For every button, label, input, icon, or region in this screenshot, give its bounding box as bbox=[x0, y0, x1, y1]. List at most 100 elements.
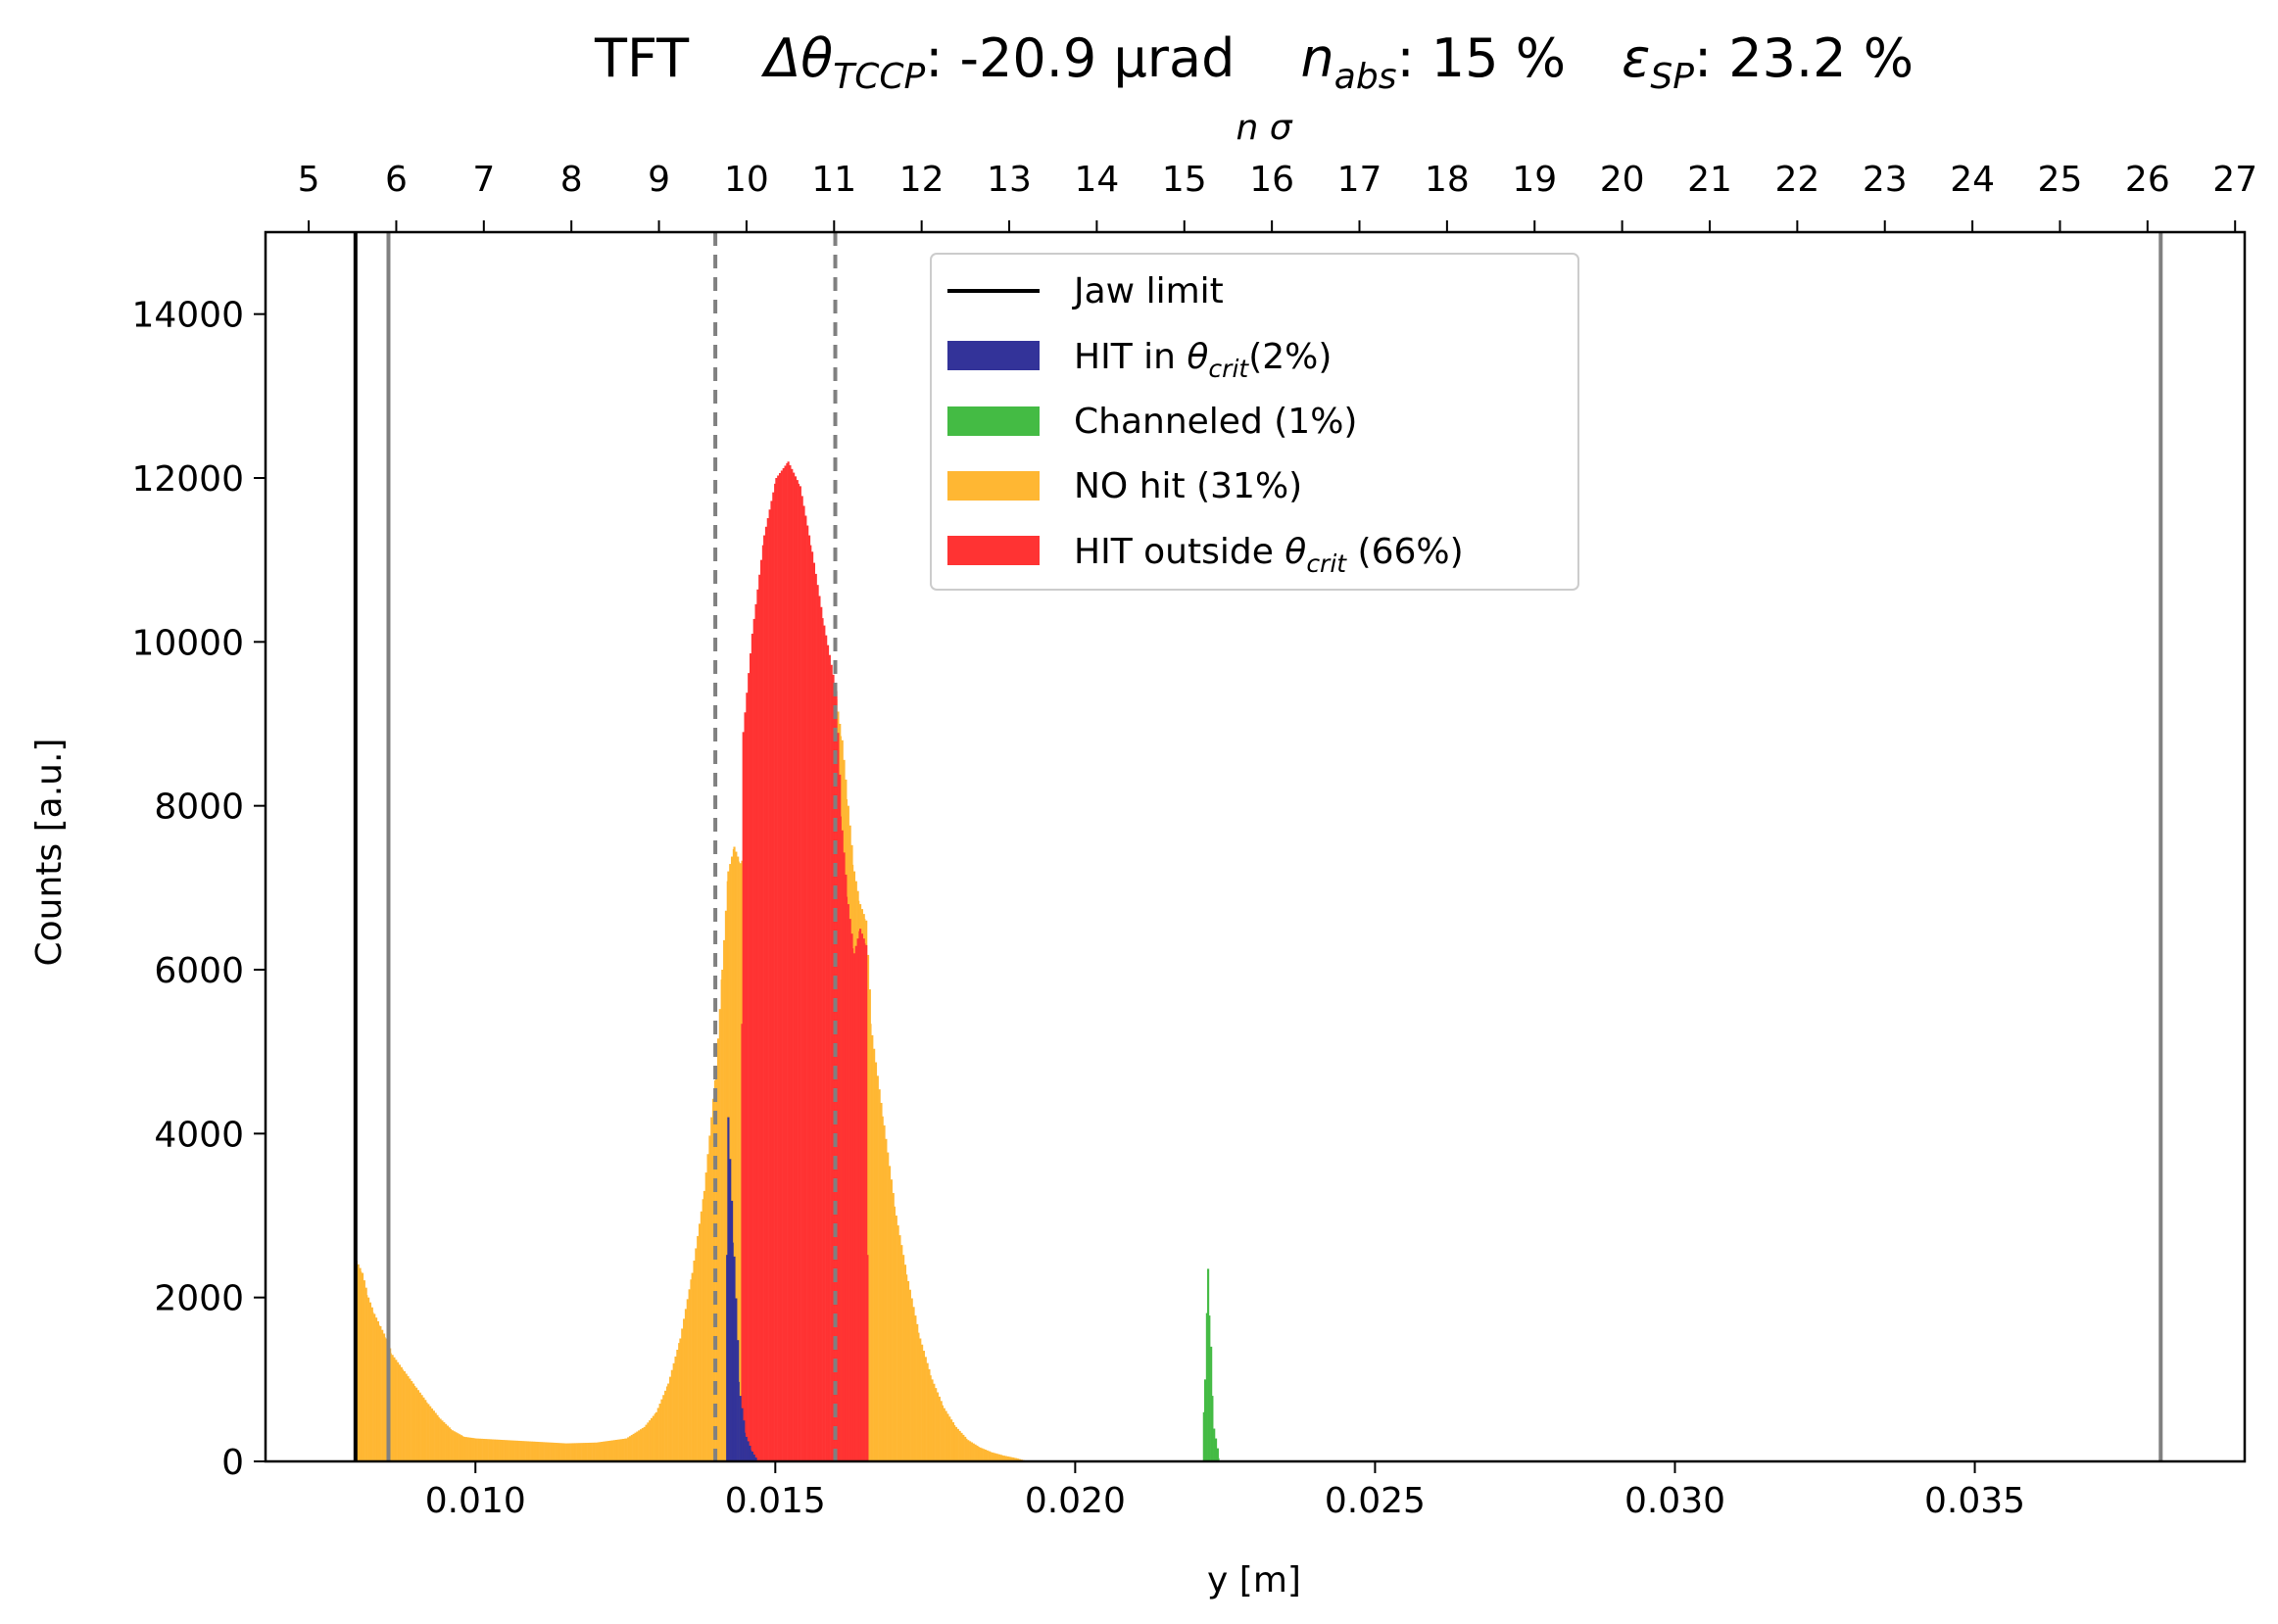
histogram-bar bbox=[986, 1450, 989, 1461]
top-tick-label: 7 bbox=[472, 160, 495, 200]
histogram-bar bbox=[502, 1440, 505, 1461]
histogram-bar bbox=[668, 1376, 672, 1461]
histogram-bar bbox=[528, 1441, 531, 1461]
y-axis-ticks: 0 2000 4000 6000 8000 10000 12000 14000 bbox=[131, 296, 266, 1483]
histogram-bar bbox=[415, 1387, 418, 1461]
histogram-bar bbox=[733, 846, 736, 1461]
histogram-bar bbox=[852, 953, 856, 1461]
y-tick-label: 2000 bbox=[154, 1279, 244, 1319]
histogram-bar bbox=[978, 1447, 980, 1461]
title-prefix: TFT bbox=[594, 27, 690, 89]
histogram-bar bbox=[747, 1441, 750, 1461]
histogram-bar bbox=[622, 1438, 625, 1461]
histogram-bar bbox=[809, 545, 812, 1461]
histogram-bar bbox=[988, 1451, 991, 1461]
histogram-bar bbox=[761, 545, 764, 1461]
histogram-bar bbox=[368, 1302, 372, 1461]
histogram-bar bbox=[443, 1422, 446, 1461]
top-tick-label: 25 bbox=[2038, 160, 2083, 200]
histogram-bar bbox=[667, 1383, 670, 1461]
histogram-bar bbox=[1013, 1457, 1016, 1461]
histogram-bar bbox=[448, 1427, 451, 1461]
histogram-bar bbox=[866, 954, 870, 1461]
histogram-bar bbox=[758, 574, 761, 1461]
histogram-bar bbox=[994, 1453, 997, 1461]
histogram-bar bbox=[946, 1413, 949, 1461]
histogram-bar bbox=[607, 1441, 610, 1461]
histogram-bar bbox=[715, 1068, 718, 1461]
histogram-bar bbox=[866, 1255, 869, 1461]
top-tick-label: 19 bbox=[1512, 160, 1557, 200]
histogram-bar bbox=[688, 1289, 691, 1461]
histogram-bar bbox=[650, 1417, 654, 1461]
histogram-bar bbox=[916, 1323, 919, 1461]
histogram-bar bbox=[416, 1390, 420, 1461]
histogram-bar bbox=[972, 1443, 975, 1461]
histogram-bar bbox=[847, 896, 848, 1461]
histogram-bar bbox=[515, 1440, 519, 1461]
histogram-bar bbox=[818, 596, 821, 1461]
histogram-bar bbox=[760, 559, 763, 1461]
histogram-bar bbox=[943, 1408, 945, 1461]
histogram-bar bbox=[983, 1449, 986, 1461]
histogram-bar bbox=[708, 1135, 711, 1461]
histogram-bar bbox=[951, 1422, 955, 1461]
histogram-bar bbox=[382, 1333, 386, 1461]
histogram-bar bbox=[595, 1442, 598, 1461]
histogram-bar bbox=[800, 496, 803, 1461]
histogram-bar bbox=[871, 1034, 874, 1461]
histogram-bar bbox=[488, 1439, 491, 1461]
histogram-bar bbox=[439, 1418, 442, 1461]
histogram-bar bbox=[632, 1433, 635, 1461]
histogram-bar bbox=[424, 1400, 427, 1461]
histogram-bar bbox=[922, 1351, 926, 1461]
series-3 bbox=[1202, 1268, 1220, 1461]
legend-label-channeled: Channeled (1%) bbox=[1074, 402, 1357, 442]
y-tick-label: 4000 bbox=[154, 1115, 244, 1155]
histogram-bar bbox=[457, 1433, 460, 1461]
histogram-bar bbox=[402, 1369, 405, 1461]
histogram-bar bbox=[455, 1432, 458, 1461]
legend-swatch-hit-in bbox=[947, 341, 1040, 370]
histogram-bar bbox=[852, 948, 854, 1461]
histogram-bar bbox=[737, 1340, 740, 1461]
histogram-bar bbox=[720, 979, 722, 1461]
histogram-bar bbox=[1006, 1456, 1009, 1461]
top-tick-label: 23 bbox=[1863, 160, 1908, 200]
histogram-bar bbox=[775, 478, 778, 1461]
histogram-bar bbox=[733, 1256, 736, 1461]
histogram-bar bbox=[461, 1436, 464, 1461]
histogram-bar bbox=[766, 518, 769, 1461]
histogram-bar bbox=[504, 1440, 507, 1461]
top-tick-label: 12 bbox=[899, 160, 945, 200]
histogram-bar bbox=[912, 1307, 915, 1461]
histogram-bar bbox=[887, 1152, 890, 1461]
histogram-bar bbox=[530, 1441, 533, 1461]
histogram-bar bbox=[378, 1324, 380, 1461]
histogram-bar bbox=[624, 1438, 626, 1461]
histogram-bar bbox=[905, 1274, 908, 1461]
histogram-bar bbox=[996, 1454, 999, 1461]
histogram-bar bbox=[942, 1405, 944, 1461]
histogram-bar bbox=[888, 1166, 892, 1461]
histogram-bar bbox=[930, 1375, 932, 1461]
histogram-bar bbox=[681, 1328, 684, 1461]
histogram-bar bbox=[981, 1448, 984, 1461]
histogram-bar bbox=[395, 1360, 398, 1461]
histogram-bar bbox=[718, 1009, 721, 1461]
legend-label-hit-outside: HIT outside θcrit (66%) bbox=[1074, 532, 1464, 578]
histogram-bar bbox=[804, 515, 807, 1461]
histogram-bar bbox=[464, 1437, 467, 1461]
histogram-bar bbox=[384, 1337, 386, 1461]
reference-lines bbox=[353, 232, 2163, 1461]
histogram-bar bbox=[862, 938, 865, 1461]
histogram-bar bbox=[459, 1434, 461, 1461]
histogram-bar bbox=[777, 475, 780, 1461]
histogram-bar bbox=[967, 1440, 970, 1461]
histogram-bar bbox=[532, 1441, 535, 1461]
histogram-bar bbox=[710, 1117, 713, 1461]
histogram-bar bbox=[1213, 1428, 1216, 1461]
histogram-bar bbox=[495, 1439, 498, 1461]
histogram-bar bbox=[1208, 1315, 1211, 1461]
histogram-bar bbox=[674, 1356, 677, 1461]
